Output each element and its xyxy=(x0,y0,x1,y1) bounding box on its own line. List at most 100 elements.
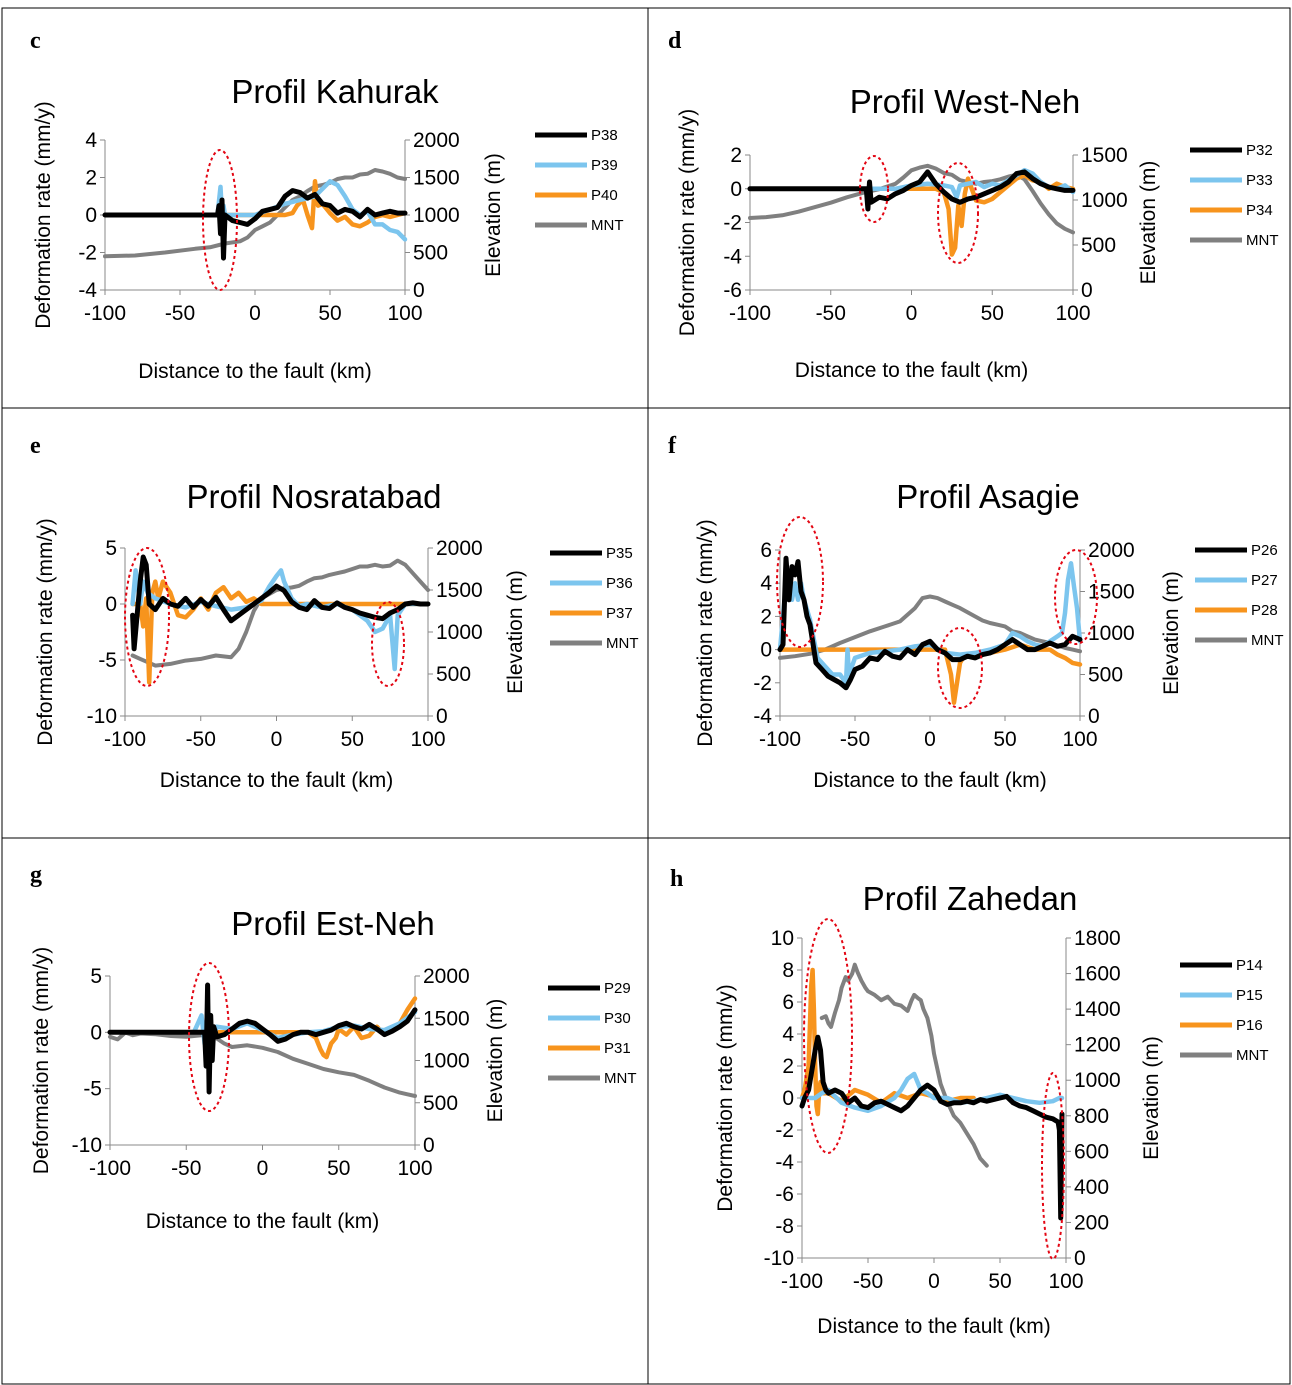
legend-label: P32 xyxy=(1246,142,1273,159)
x-tick-label: 100 xyxy=(1062,728,1097,751)
y-tick-label: -6 xyxy=(775,1183,794,1206)
series-line-p26 xyxy=(777,555,1083,691)
y2-tick-label: 2000 xyxy=(423,965,470,988)
panel-letter: e xyxy=(30,433,41,459)
y2-tick-label: 0 xyxy=(1081,279,1093,302)
x-axis-label: Distance to the fault (km) xyxy=(146,1210,379,1233)
y-tick-label: -6 xyxy=(723,279,742,302)
x-tick-label: 0 xyxy=(906,302,918,325)
x-tick-label: -100 xyxy=(781,1270,823,1293)
y-tick-label: 5 xyxy=(105,537,117,560)
x-tick-label: 100 xyxy=(387,302,422,325)
legend-label: MNT xyxy=(591,217,624,234)
highlight-ellipse xyxy=(1041,1072,1065,1260)
y-tick-label: 2 xyxy=(85,167,97,190)
x-tick-label: -100 xyxy=(84,302,126,325)
y-tick-label: -4 xyxy=(753,705,772,728)
legend-label: P30 xyxy=(604,1010,631,1027)
highlight-ellipse xyxy=(803,918,853,1154)
x-axis-label: Distance to the fault (km) xyxy=(795,359,1028,382)
legend-label: P15 xyxy=(1236,987,1263,1004)
series-line-p37 xyxy=(130,579,431,685)
y-axis-label: Deformation rate (mm/y) xyxy=(676,109,699,337)
legend-label: P14 xyxy=(1236,957,1263,974)
y-tick-label: -4 xyxy=(775,1151,794,1174)
x-tick-label: -50 xyxy=(816,302,846,325)
y-tick-label: -4 xyxy=(78,279,97,302)
legend-label: P29 xyxy=(604,980,631,997)
y2-tick-label: 1500 xyxy=(413,167,460,190)
y-tick-label: 5 xyxy=(90,965,102,988)
y2-tick-label: 2000 xyxy=(413,129,460,152)
legend-label: P37 xyxy=(606,605,633,622)
y-tick-label: 6 xyxy=(760,539,772,562)
series-line-mnt xyxy=(819,962,989,1168)
highlight-ellipse xyxy=(202,149,238,291)
y2-tick-label: 600 xyxy=(1074,1140,1109,1163)
x-axis-label: Distance to the fault (km) xyxy=(160,769,393,792)
y2-tick-label: 1500 xyxy=(1088,581,1135,604)
y2-axis-label: Elevation (m) xyxy=(1137,161,1160,285)
y2-tick-label: 500 xyxy=(413,242,448,265)
x-tick-label: 50 xyxy=(988,1270,1011,1293)
series-line-p29 xyxy=(107,982,418,1095)
x-tick-label: -100 xyxy=(89,1157,131,1180)
y2-tick-label: 1000 xyxy=(1081,189,1128,212)
y2-axis-label: Elevation (m) xyxy=(484,999,507,1123)
legend-label: P16 xyxy=(1236,1017,1263,1034)
y-tick-label: -4 xyxy=(723,245,742,268)
x-axis-label: Distance to the fault (km) xyxy=(817,1315,1050,1338)
y2-tick-label: 1400 xyxy=(1074,998,1121,1021)
y2-tick-label: 0 xyxy=(1074,1247,1086,1270)
y-axis-label: Deformation rate (mm/y) xyxy=(694,519,717,747)
x-tick-label: 0 xyxy=(257,1157,269,1180)
y-tick-label: -10 xyxy=(72,1134,102,1157)
y-tick-label: -2 xyxy=(753,672,772,695)
legend-label: MNT xyxy=(604,1070,637,1087)
legend-label: MNT xyxy=(1246,232,1279,249)
y-axis-label: Deformation rate (mm/y) xyxy=(30,947,53,1175)
y2-tick-label: 1500 xyxy=(436,579,483,602)
y-tick-label: 10 xyxy=(771,927,794,950)
y2-tick-label: 200 xyxy=(1074,1211,1109,1234)
y2-tick-label: 1200 xyxy=(1074,1034,1121,1057)
legend-label: P40 xyxy=(591,187,618,204)
y-tick-label: -2 xyxy=(775,1119,794,1142)
x-tick-label: 0 xyxy=(271,728,283,751)
x-axis-label: Distance to the fault (km) xyxy=(813,769,1046,792)
y2-tick-label: 2000 xyxy=(436,537,483,560)
y-tick-label: 2 xyxy=(782,1055,794,1078)
y2-axis-label: Elevation (m) xyxy=(504,570,527,694)
highlight-ellipse xyxy=(371,601,405,687)
y2-tick-label: 1000 xyxy=(1074,1069,1121,1092)
y-tick-label: -5 xyxy=(98,649,117,672)
chart-title: Profil Kahurak xyxy=(231,73,439,110)
y-tick-label: 4 xyxy=(85,129,97,152)
legend-label: P26 xyxy=(1251,542,1278,559)
y-tick-label: 4 xyxy=(782,1023,794,1046)
x-tick-label: 50 xyxy=(981,302,1004,325)
chart-title: Profil Est-Neh xyxy=(231,905,435,942)
x-tick-label: -50 xyxy=(840,728,870,751)
series-line-mnt xyxy=(130,558,430,668)
y-tick-label: 0 xyxy=(85,204,97,227)
legend-label: P39 xyxy=(591,157,618,174)
series-line-p35 xyxy=(130,554,431,652)
highlight-ellipse xyxy=(188,962,230,1112)
y-tick-label: 0 xyxy=(105,593,117,616)
y-tick-label: 0 xyxy=(782,1087,794,1110)
legend-label: P38 xyxy=(591,127,618,144)
legend-label: P35 xyxy=(606,545,633,562)
chart-title: Profil West-Neh xyxy=(850,83,1080,120)
y-axis-label: Deformation rate (mm/y) xyxy=(34,518,57,746)
panel-letter: g xyxy=(30,862,42,888)
legend-label: P31 xyxy=(604,1040,631,1057)
y2-tick-label: 400 xyxy=(1074,1176,1109,1199)
y2-tick-label: 0 xyxy=(436,705,448,728)
series-line-p32 xyxy=(747,169,1076,212)
y-tick-label: 8 xyxy=(782,959,794,982)
